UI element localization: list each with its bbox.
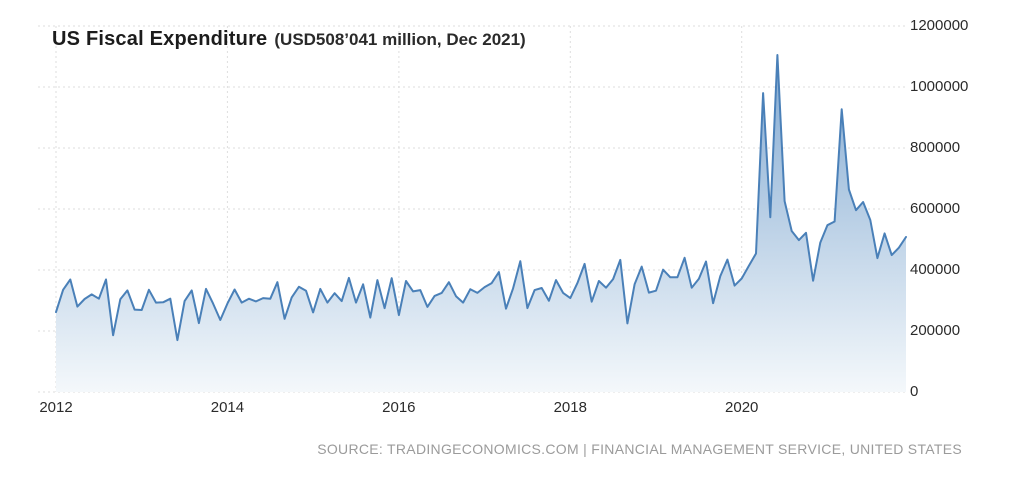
x-axis-tick-label: 2016 bbox=[382, 399, 416, 416]
y-axis-tick-label: 200000 bbox=[910, 322, 961, 339]
tradingeconomics-link[interactable]: TRADINGECONOMICS.COM bbox=[387, 441, 579, 457]
source-label: SOURCE: bbox=[317, 441, 388, 457]
source-attribution: SOURCE: TRADINGECONOMICS.COM | FINANCIAL… bbox=[317, 441, 962, 457]
x-axis-tick-label: 2020 bbox=[725, 399, 759, 416]
series-line bbox=[55, 54, 907, 342]
y-axis-tick-label: 400000 bbox=[910, 261, 961, 278]
source-provider: | FINANCIAL MANAGEMENT SERVICE, UNITED S… bbox=[578, 441, 962, 457]
chart-title-text: US Fiscal Expenditure bbox=[52, 28, 268, 50]
series-area-fill bbox=[56, 55, 906, 392]
y-axis-tick-label: 1200000 bbox=[910, 17, 969, 34]
x-axis-tick-label: 2018 bbox=[553, 399, 587, 416]
y-axis-tick-label: 800000 bbox=[910, 139, 961, 156]
x-axis-tick-label: 2014 bbox=[210, 399, 245, 416]
y-axis-tick-label: 0 bbox=[910, 383, 919, 400]
y-axis-tick-label: 1000000 bbox=[910, 78, 969, 95]
x-axis-tick-label: 2012 bbox=[39, 399, 73, 416]
chart-subtitle-latest-value: (USD508’041 million, Dec 2021) bbox=[274, 30, 526, 49]
chart-title: US Fiscal Expenditure (USD508’041 million… bbox=[52, 28, 526, 51]
y-axis-tick-label: 600000 bbox=[910, 200, 961, 217]
